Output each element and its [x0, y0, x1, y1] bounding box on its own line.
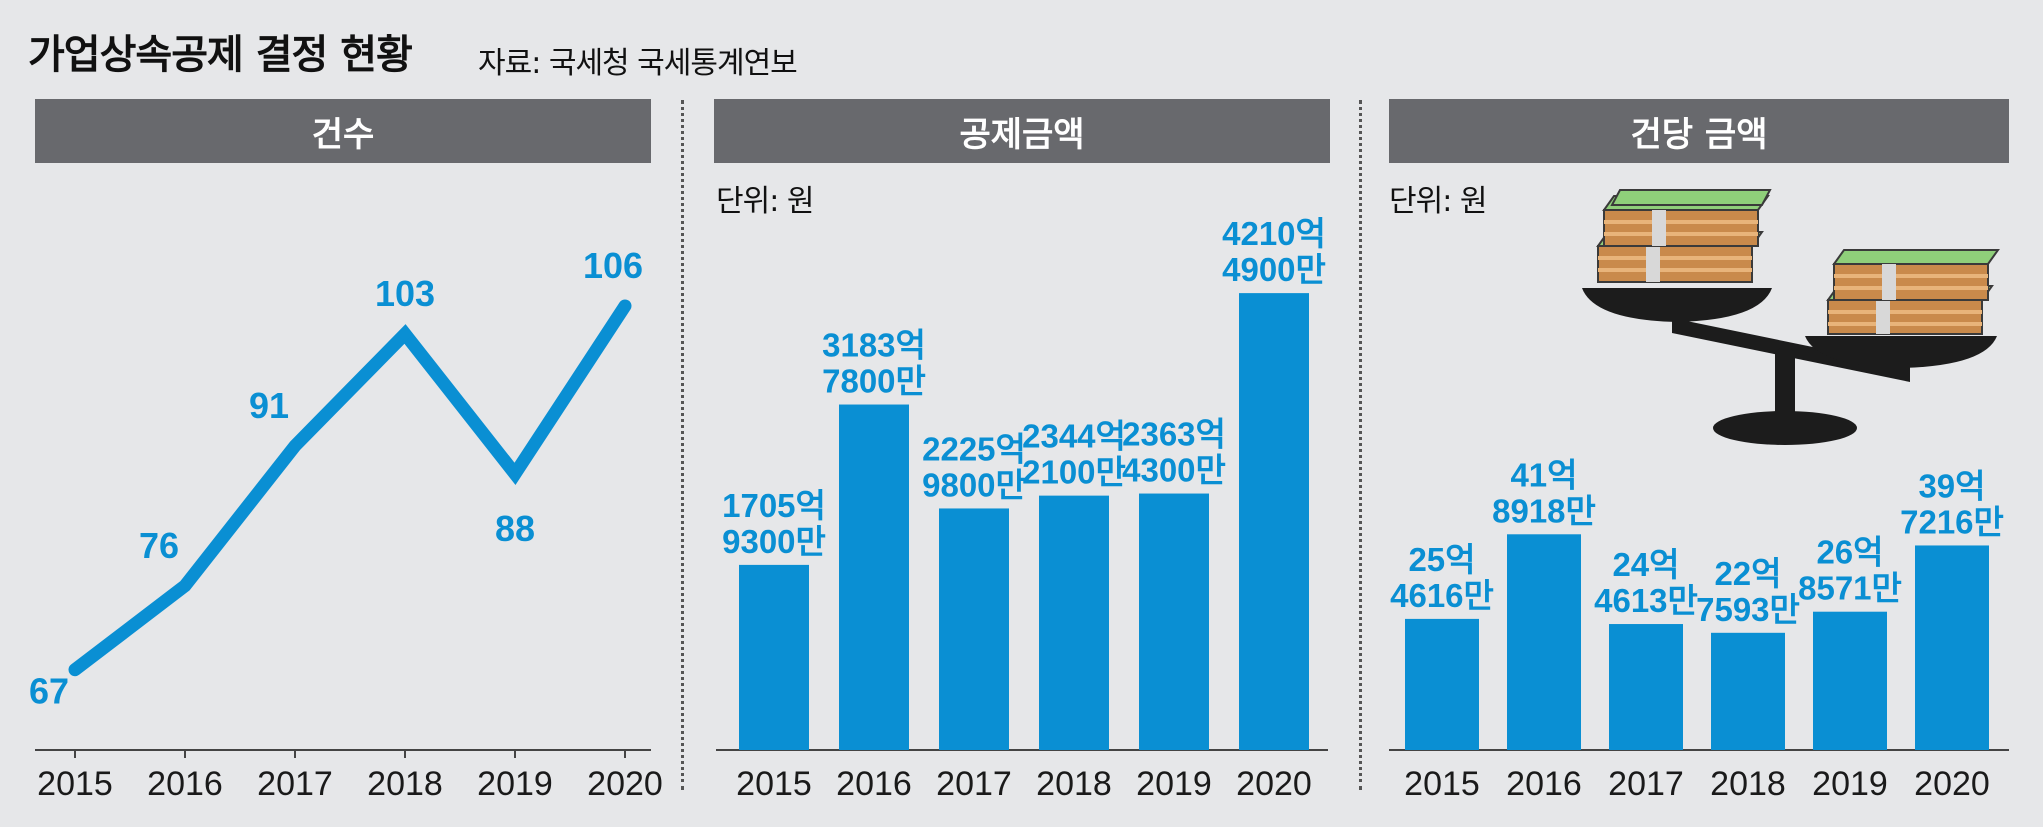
- amount-value-label: 9300만: [722, 523, 826, 560]
- x-tick-label: 2020: [587, 765, 663, 803]
- amount-bar: [739, 564, 809, 750]
- money-stack-right-icon: [1826, 249, 2000, 335]
- amount-bar: [839, 404, 909, 750]
- amount-value-label: 4300만: [1122, 452, 1226, 489]
- per-case-bar: [1507, 534, 1581, 750]
- count-value-label: 67: [29, 671, 69, 712]
- count-value-label: 88: [495, 508, 535, 549]
- per-case-bar: [1405, 618, 1479, 750]
- unit-label-amount: 단위: 원: [716, 184, 814, 219]
- count-series-line: [68, 299, 632, 677]
- per-case-bar: [1813, 611, 1887, 750]
- amount-value-label: 9800만: [922, 466, 1026, 503]
- count-point: [619, 299, 631, 312]
- count-value-label: 91: [249, 385, 289, 426]
- per-case-value-label: 4616만: [1390, 577, 1494, 614]
- amount-value-label: 7800만: [822, 363, 926, 400]
- per-case-bar: [1915, 545, 1989, 750]
- count-point: [289, 439, 301, 452]
- x-tick-label: 2019: [1136, 765, 1212, 803]
- amount-bar: [939, 508, 1009, 750]
- per-case-value-label: 8571만: [1798, 570, 1902, 607]
- x-tick-label: 2016: [1506, 765, 1582, 803]
- amount-value-label: 3183억: [822, 327, 926, 364]
- x-tick-label: 2019: [477, 765, 553, 803]
- amount-value-label: 1705억: [722, 487, 826, 524]
- x-tick-label: 2018: [1710, 765, 1786, 803]
- x-tick-label: 2020: [1914, 765, 1990, 803]
- amount-bar: [1239, 293, 1309, 750]
- per-case-bar-chart: 25억4616만201541억8918만201624억4613만201722억7…: [1389, 456, 2009, 803]
- per-case-value-label: 26억: [1816, 534, 1883, 571]
- x-tick-label: 2017: [257, 765, 333, 803]
- amount-value-label: 2344억: [1022, 418, 1126, 455]
- x-tick-label: 2015: [736, 765, 812, 803]
- money-scale-icon: [1582, 189, 2000, 445]
- per-case-value-label: 22억: [1714, 555, 1781, 592]
- page-title: 가업상속공제 결정 현황: [28, 32, 413, 78]
- x-tick-label: 2017: [936, 765, 1012, 803]
- per-case-value-label: 7216만: [1900, 503, 2004, 540]
- per-case-value-label: 25억: [1408, 541, 1475, 578]
- x-tick-label: 2018: [1036, 765, 1112, 803]
- x-tick-label: 2017: [1608, 765, 1684, 803]
- amount-value-label: 2225억: [922, 430, 1026, 467]
- count-point: [69, 663, 81, 676]
- money-stack-left-icon: [1596, 189, 1772, 283]
- unit-label-per-case: 단위: 원: [1389, 184, 1487, 219]
- count-line-chart: 67 2015 76 2016 91 2017 103 2018 88 2019 106 2020: [29, 245, 663, 803]
- count-value-label: 76: [139, 525, 179, 566]
- x-tick-label: 2016: [147, 765, 223, 803]
- amount-bar: [1139, 493, 1209, 750]
- x-tick-label: 2018: [367, 765, 443, 803]
- per-case-value-label: 39억: [1918, 467, 1985, 504]
- x-tick-label: 2019: [1812, 765, 1888, 803]
- panel-divider-2: [1359, 100, 1362, 790]
- panel-header-amount: 공제금액: [714, 99, 1330, 163]
- x-tick-label: 2015: [37, 765, 113, 803]
- x-tick-label: 2020: [1236, 765, 1312, 803]
- amount-value-label: 2100만: [1022, 454, 1126, 491]
- amount-bar: [1039, 495, 1109, 750]
- count-value-label: 103: [375, 273, 435, 314]
- per-case-value-label: 8918만: [1492, 492, 1596, 529]
- per-case-bar: [1609, 624, 1683, 750]
- per-case-value-label: 24억: [1612, 546, 1679, 583]
- panel-header-count: 건수: [35, 99, 651, 163]
- per-case-value-label: 41억: [1510, 456, 1577, 493]
- panel-divider-1: [681, 100, 684, 790]
- amount-value-label: 4900만: [1222, 251, 1326, 288]
- source-note: 자료: 국세청 국세통계연보: [478, 46, 798, 81]
- count-point: [509, 467, 521, 480]
- amount-value-label: 2363억: [1122, 416, 1226, 453]
- per-case-value-label: 4613만: [1594, 582, 1698, 619]
- x-tick-label: 2015: [1404, 765, 1480, 803]
- count-value-label: 106: [583, 245, 643, 286]
- per-case-bar: [1711, 632, 1785, 750]
- x-tick-label: 2016: [836, 765, 912, 803]
- count-point: [179, 579, 191, 592]
- panel-header-per-case: 건당 금액: [1389, 99, 2009, 163]
- per-case-value-label: 7593만: [1696, 591, 1800, 628]
- count-point: [399, 327, 411, 340]
- amount-value-label: 4210억: [1222, 215, 1326, 252]
